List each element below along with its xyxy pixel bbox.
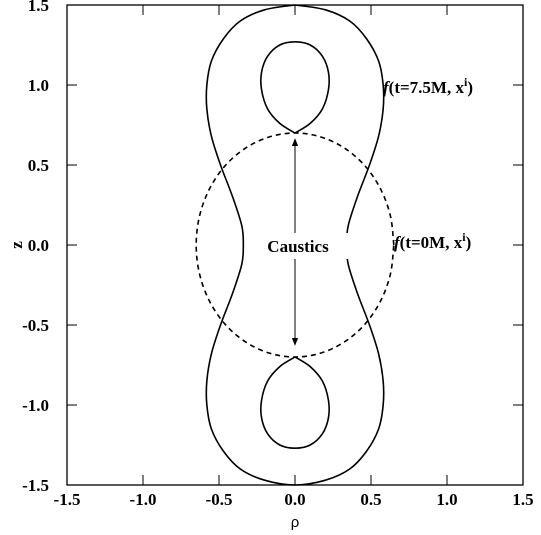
x-tick-label: 1.5	[512, 490, 533, 509]
x-tick-label: 1.0	[436, 490, 457, 509]
curve	[260, 40, 330, 134]
y-tick-label: 0.5	[28, 156, 49, 175]
annotation: f(t=7.5M, xi)	[383, 75, 473, 97]
x-tick-label: -1.5	[54, 490, 81, 509]
annotation-part: i	[462, 230, 466, 244]
y-tick-label: 1.0	[28, 76, 49, 95]
curve	[195, 132, 395, 358]
annotation-part: f	[394, 233, 402, 252]
x-tick-label: -0.5	[206, 490, 233, 509]
x-tick-label: -1.0	[130, 490, 157, 509]
annotation: Caustics	[267, 237, 329, 256]
annotation-part: )	[467, 78, 473, 97]
y-tick-label: 0.0	[28, 236, 49, 255]
annotation-part: (t=7.5M, x	[389, 78, 465, 97]
annotation: f(t=0M, xi)	[394, 230, 471, 252]
annotation-part: f	[383, 78, 391, 97]
label-bg	[250, 233, 348, 259]
y-axis-label: z	[7, 241, 26, 249]
curve	[260, 356, 330, 450]
x-axis-label: ρ	[291, 514, 300, 531]
annotation-part: (t=0M, x	[400, 233, 463, 252]
y-tick-label: -0.5	[22, 316, 49, 335]
annotation-part: i	[464, 75, 468, 89]
y-tick-label: -1.5	[22, 476, 49, 495]
y-tick-label: 1.5	[28, 0, 49, 15]
x-tick-label: 0.5	[360, 490, 381, 509]
x-tick-label: 0.0	[284, 490, 305, 509]
annotation-part: )	[466, 233, 472, 252]
y-tick-label: -1.0	[22, 396, 49, 415]
